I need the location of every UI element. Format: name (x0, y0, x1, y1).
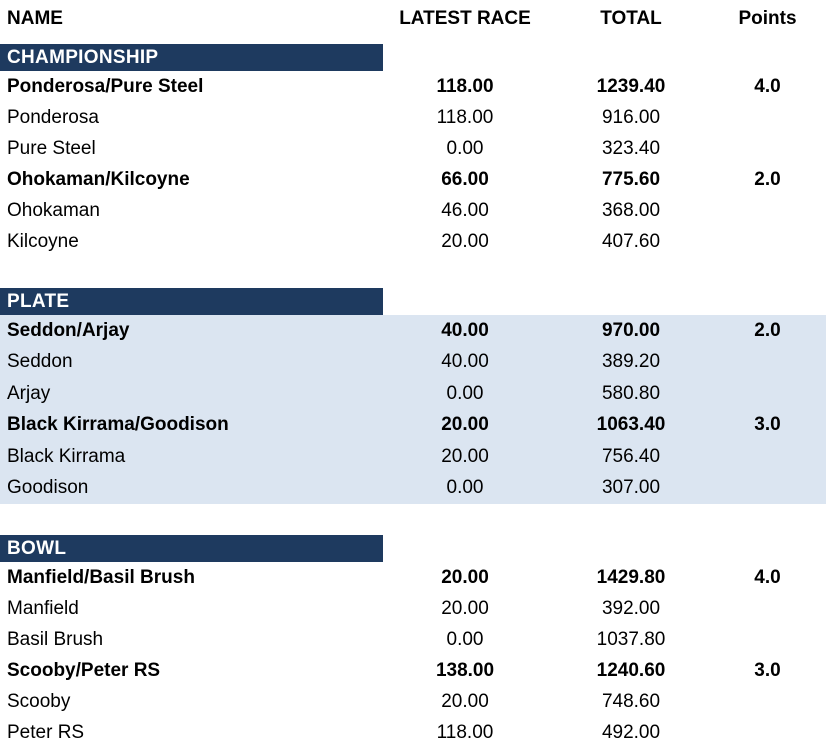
cell-latest-race: 118.00 (436, 721, 494, 743)
section-title: PLATE (7, 290, 70, 312)
cell-latest-race: 20.00 (441, 690, 489, 712)
cell-total: 1240.60 (596, 659, 666, 681)
cell-name: Basil Brush (7, 628, 104, 650)
cell-latest-race: 0.00 (446, 628, 484, 650)
cell-latest-race: 0.00 (446, 477, 484, 499)
cell-latest-race: 40.00 (441, 351, 489, 373)
cell-total: 1037.80 (596, 628, 666, 650)
table-row: Pure Steel 0.00 323.40 (0, 133, 826, 164)
cell-latest-race: 40.00 (441, 319, 489, 341)
cell-name: Black Kirrama/Goodison (7, 414, 229, 436)
cell-total: 1239.40 (596, 75, 666, 97)
cell-latest-race: 20.00 (441, 414, 489, 436)
section-header-plate: PLATE (0, 288, 383, 315)
cell-name: Ponderosa (7, 106, 99, 128)
cell-total: 1429.80 (596, 566, 666, 588)
cell-total: 307.00 (601, 477, 661, 499)
cell-name: Goodison (7, 477, 89, 499)
cell-name: Scooby/Peter RS (7, 659, 161, 681)
table-row: Manfield/Basil Brush 20.00 1429.80 4.0 (0, 562, 826, 593)
section-header-bowl: BOWL (0, 535, 383, 562)
cell-name: Manfield/Basil Brush (7, 566, 195, 588)
cell-name: Ohokaman (7, 199, 100, 221)
table-row: Black Kirrama/Goodison 20.00 1063.40 3.0 (0, 410, 826, 442)
cell-total: 580.80 (601, 382, 661, 404)
cell-total: 916.00 (601, 106, 661, 128)
cell-points: 4.0 (754, 75, 781, 97)
column-header-points: Points (738, 8, 797, 29)
spacer (0, 257, 826, 288)
cell-latest-race: 0.00 (446, 137, 484, 159)
cell-name: Arjay (7, 382, 51, 404)
section-title: BOWL (7, 537, 67, 559)
table-row: Black Kirrama 20.00 756.40 (0, 441, 826, 473)
table-row: Manfield 20.00 392.00 (0, 593, 826, 624)
cell-name: Seddon (7, 351, 73, 373)
cell-total: 368.00 (601, 199, 661, 221)
table-row: Ponderosa 118.00 916.00 (0, 102, 826, 133)
cell-points: 2.0 (754, 168, 781, 190)
table-row: Kilcoyne 20.00 407.60 (0, 226, 826, 257)
table-row: Ponderosa/Pure Steel 118.00 1239.40 4.0 (0, 71, 826, 102)
cell-latest-race: 20.00 (441, 597, 489, 619)
plate-highlight-band: Seddon/Arjay 40.00 970.00 2.0 Seddon 40.… (0, 315, 826, 504)
table-row: Ohokaman/Kilcoyne 66.00 775.60 2.0 (0, 164, 826, 195)
section-header-championship: CHAMPIONSHIP (0, 44, 383, 71)
table-row: Seddon/Arjay 40.00 970.00 2.0 (0, 315, 826, 347)
cell-latest-race: 138.00 (435, 659, 495, 681)
cell-name: Ohokaman/Kilcoyne (7, 168, 190, 190)
section-title: CHAMPIONSHIP (7, 46, 159, 68)
cell-total: 748.60 (601, 690, 661, 712)
cell-latest-race: 0.00 (446, 382, 484, 404)
cell-total: 392.00 (601, 597, 661, 619)
cell-name: Peter RS (7, 721, 85, 743)
cell-latest-race: 118.00 (436, 75, 494, 97)
spacer (0, 504, 826, 535)
cell-latest-race: 118.00 (436, 106, 494, 128)
cell-points: 4.0 (754, 566, 781, 588)
column-header-latest-race: LATEST RACE (399, 8, 531, 29)
table-row: Scooby 20.00 748.60 (0, 686, 826, 717)
cell-points: 3.0 (754, 414, 781, 436)
table-row: Basil Brush 0.00 1037.80 (0, 624, 826, 655)
cell-total: 756.40 (601, 445, 661, 467)
cell-total: 323.40 (601, 137, 661, 159)
column-header-row: NAME LATEST RACE TOTAL Points (0, 0, 826, 38)
table-row: Ohokaman 46.00 368.00 (0, 195, 826, 226)
table-row: Goodison 0.00 307.00 (0, 473, 826, 505)
cell-latest-race: 20.00 (441, 230, 489, 252)
cell-total: 1063.40 (596, 414, 666, 436)
cell-points: 3.0 (754, 659, 781, 681)
cell-total: 407.60 (601, 230, 661, 252)
column-header-name: NAME (7, 8, 63, 29)
table-row: Arjay 0.00 580.80 (0, 378, 826, 410)
cell-total: 492.00 (601, 721, 661, 743)
cell-name: Scooby (7, 690, 71, 712)
cell-latest-race: 46.00 (441, 199, 489, 221)
table-row: Peter RS 118.00 492.00 (0, 717, 826, 748)
cell-name: Seddon/Arjay (7, 319, 130, 341)
table-row: Seddon 40.00 389.20 (0, 347, 826, 379)
column-header-total: TOTAL (600, 8, 662, 29)
cell-total: 389.20 (601, 351, 661, 373)
cell-name: Black Kirrama (7, 445, 126, 467)
table-row: Scooby/Peter RS 138.00 1240.60 3.0 (0, 655, 826, 686)
cell-points: 2.0 (754, 319, 781, 341)
cell-latest-race: 20.00 (441, 445, 489, 467)
cell-name: Pure Steel (7, 137, 96, 159)
cell-name: Manfield (7, 597, 79, 619)
cell-latest-race: 20.00 (441, 566, 489, 588)
cell-total: 970.00 (601, 319, 661, 341)
cell-total: 775.60 (601, 168, 661, 190)
cell-name: Kilcoyne (7, 230, 79, 252)
cell-name: Ponderosa/Pure Steel (7, 75, 204, 97)
cell-latest-race: 66.00 (441, 168, 489, 190)
